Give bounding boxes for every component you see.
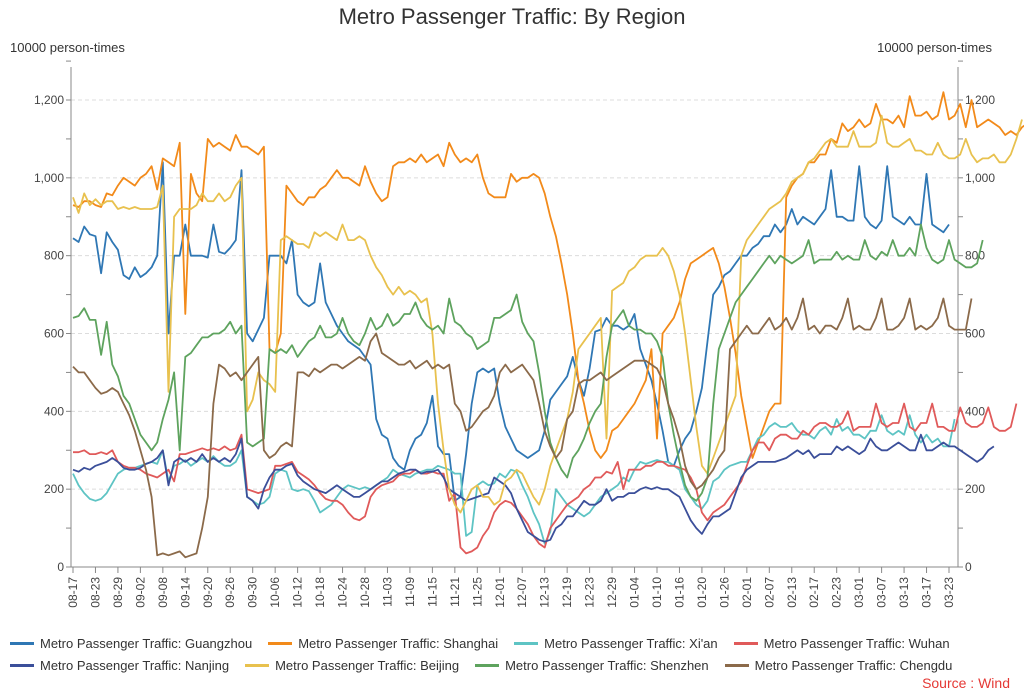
x-axis-tick-label: 09-20 bbox=[201, 577, 215, 608]
legend-label: Metro Passenger Traffic: Nanjing bbox=[40, 657, 230, 673]
x-axis-tick-label: 12-23 bbox=[583, 577, 597, 608]
x-axis-tick-label: 08-29 bbox=[111, 577, 125, 608]
legend-label: Metro Passenger Traffic: Xi'an bbox=[544, 635, 718, 651]
left-axis-tick-label: 200 bbox=[44, 482, 64, 496]
legend-swatch bbox=[724, 663, 749, 667]
x-axis-tick-label: 10-06 bbox=[268, 577, 282, 608]
legend-item[interactable]: Metro Passenger Traffic: Beijing bbox=[245, 658, 459, 673]
x-axis-tick-label: 01-20 bbox=[695, 577, 709, 608]
left-axis-tick-label: 400 bbox=[44, 404, 64, 418]
legend-label: Metro Passenger Traffic: Chengdu bbox=[754, 657, 953, 673]
gridlines bbox=[71, 99, 958, 490]
x-axis-tick-label: 01-10 bbox=[650, 577, 664, 608]
x-axis-tick-label: 02-07 bbox=[762, 577, 776, 608]
legend-label: Metro Passenger Traffic: Wuhan bbox=[763, 635, 950, 651]
source-label: Source : Wind bbox=[922, 675, 1010, 691]
x-axis-tick-label: 08-17 bbox=[66, 577, 80, 608]
right-axis-unit-label: 10000 person-times bbox=[877, 40, 992, 55]
x-axis-tick-label: 03-01 bbox=[852, 577, 866, 608]
x-axis-tick-label: 11-21 bbox=[448, 577, 462, 607]
legend-item[interactable]: Metro Passenger Traffic: Nanjing bbox=[10, 658, 229, 673]
x-axis-tick-label: 08-23 bbox=[88, 577, 102, 608]
legend-label: Metro Passenger Traffic: Guangzhou bbox=[40, 635, 253, 651]
right-axis-tick-label: 800 bbox=[965, 249, 985, 263]
x-axis-tick-label: 10-12 bbox=[291, 577, 305, 608]
legend-item[interactable]: Metro Passenger Traffic: Chengdu bbox=[724, 657, 953, 673]
right-axis-tick-label: 1,000 bbox=[965, 171, 995, 185]
left-axis-tick-label: 600 bbox=[44, 327, 64, 341]
legend-swatch bbox=[10, 641, 34, 645]
legend-item[interactable]: Metro Passenger Traffic: Wuhan bbox=[733, 635, 950, 651]
x-axis-tick-label: 11-03 bbox=[380, 577, 394, 607]
right-axis-tick-label: 1,200 bbox=[965, 93, 995, 107]
x-axis-tick-label: 12-13 bbox=[538, 577, 552, 608]
x-axis-tick-label: 03-13 bbox=[897, 577, 911, 608]
x-axis-tick-label: 03-17 bbox=[920, 577, 934, 608]
legend-label: Metro Passenger Traffic: Shanghai bbox=[298, 635, 499, 651]
legend-item[interactable]: Metro Passenger Traffic: Xi'an bbox=[514, 636, 718, 651]
x-axis-tick-label: 12-29 bbox=[605, 577, 619, 608]
line-chart: 0 0 200 200 400 400 600 600 800 800 1,000 1,000 1,20… bbox=[34, 60, 1024, 608]
x-axis-tick-label: 02-01 bbox=[740, 577, 754, 608]
right-axis-tick-label: 200 bbox=[965, 482, 985, 496]
legend-item[interactable]: Metro Passenger Traffic: Shenzhen bbox=[475, 658, 709, 673]
legend-label: Metro Passenger Traffic: Beijing bbox=[275, 657, 460, 673]
series-line-nanjing bbox=[72, 433, 995, 543]
left-axis-unit-label: 10000 person-times bbox=[10, 40, 125, 55]
legend-swatch bbox=[475, 663, 500, 667]
x-axis-tick-label: 02-23 bbox=[830, 577, 844, 608]
x-axis-tick-label: 11-15 bbox=[425, 577, 439, 607]
right-axis-tick-label: 0 bbox=[965, 560, 972, 574]
x-axis-tick-label: 12-19 bbox=[560, 577, 574, 608]
left-axis-tick-label: 1,000 bbox=[34, 171, 64, 185]
series-line-shanghai bbox=[72, 91, 1024, 459]
right-axis-tick-label: 400 bbox=[965, 404, 985, 418]
x-axis-tick-label: 09-26 bbox=[223, 577, 237, 608]
x-axis-tick-label: 03-23 bbox=[942, 577, 956, 608]
legend-row-2: Metro Passenger Traffic: Nanjing Metro Pa… bbox=[10, 654, 1014, 676]
x-axis-tick-label: 10-18 bbox=[313, 577, 327, 608]
legend-swatch bbox=[245, 663, 270, 667]
x-axis-tick-label: 09-02 bbox=[133, 577, 147, 608]
legend-swatch bbox=[733, 641, 758, 645]
x-axis-tick-label: 09-14 bbox=[178, 577, 192, 608]
x-axis-tick-label: 01-16 bbox=[672, 577, 686, 608]
x-axis-tick-label: 11-25 bbox=[470, 577, 484, 607]
chart-title: Metro Passenger Traffic: By Region bbox=[338, 4, 686, 29]
x-axis-tick-label: 10-28 bbox=[358, 577, 372, 608]
x-axis-tick-label: 12-01 bbox=[493, 577, 507, 608]
series-line-shenzhen bbox=[72, 223, 984, 502]
x-axis-tick-label: 11-09 bbox=[403, 577, 417, 607]
axes: 0 0 200 200 400 400 600 600 800 800 1,000 1,000 1,20… bbox=[34, 60, 995, 608]
legend-item[interactable]: Metro Passenger Traffic: Guangzhou bbox=[10, 636, 252, 651]
series-line-guangzhou bbox=[72, 161, 950, 502]
x-axis-tick-label: 10-24 bbox=[336, 577, 350, 608]
x-axis-tick-label: 09-30 bbox=[246, 577, 260, 608]
series-line-chengdu bbox=[72, 297, 973, 559]
right-axis-tick-label: 600 bbox=[965, 327, 985, 341]
legend-swatch bbox=[268, 641, 293, 645]
series-line-beijing bbox=[72, 114, 1023, 514]
x-axis-tick-label: 02-13 bbox=[785, 577, 799, 608]
x-axis-tick-label: 09-08 bbox=[156, 577, 170, 608]
series-lines bbox=[72, 91, 1024, 559]
legend-item[interactable]: Metro Passenger Traffic: Shanghai bbox=[268, 636, 498, 651]
x-axis-tick-label: 12-07 bbox=[515, 577, 529, 608]
legend-label: Metro Passenger Traffic: Shenzhen bbox=[505, 657, 709, 673]
x-axis-tick-label: 01-26 bbox=[717, 577, 731, 608]
left-axis-tick-label: 800 bbox=[44, 249, 64, 263]
left-axis-tick-label: 0 bbox=[57, 560, 64, 574]
x-axis-tick-label: 02-17 bbox=[807, 577, 821, 608]
legend-swatch bbox=[514, 641, 539, 645]
legend-swatch bbox=[10, 663, 34, 667]
left-axis-tick-label: 1,200 bbox=[34, 93, 64, 107]
x-axis-tick-label: 01-04 bbox=[628, 577, 642, 608]
series-line-xian bbox=[72, 414, 956, 545]
x-axis-tick-label: 03-07 bbox=[875, 577, 889, 608]
legend: Metro Passenger Traffic: Guangzhou Metro … bbox=[10, 632, 1014, 676]
series-line-wuhan bbox=[73, 402, 1018, 555]
legend-row-1: Metro Passenger Traffic: Guangzhou Metro … bbox=[10, 632, 1014, 654]
